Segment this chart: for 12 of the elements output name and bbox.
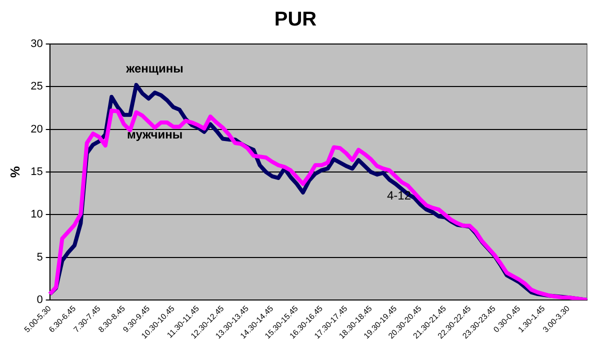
y-tick-label: 25 — [30, 80, 43, 93]
y-tick-label: 30 — [30, 38, 43, 50]
y-axis-title: % — [7, 166, 22, 178]
y-tick-label: 0 — [36, 294, 43, 306]
series-label: мужчины — [127, 127, 183, 142]
y-tick-label: 20 — [30, 123, 43, 136]
y-tick-label: 10 — [30, 208, 43, 221]
annotation: 4-12 — [386, 188, 412, 203]
chart-title: PUR — [274, 8, 318, 31]
y-tick-label: 15 — [30, 166, 43, 178]
y-tick-label: 5 — [36, 251, 43, 264]
series-label: женщины — [125, 61, 184, 76]
